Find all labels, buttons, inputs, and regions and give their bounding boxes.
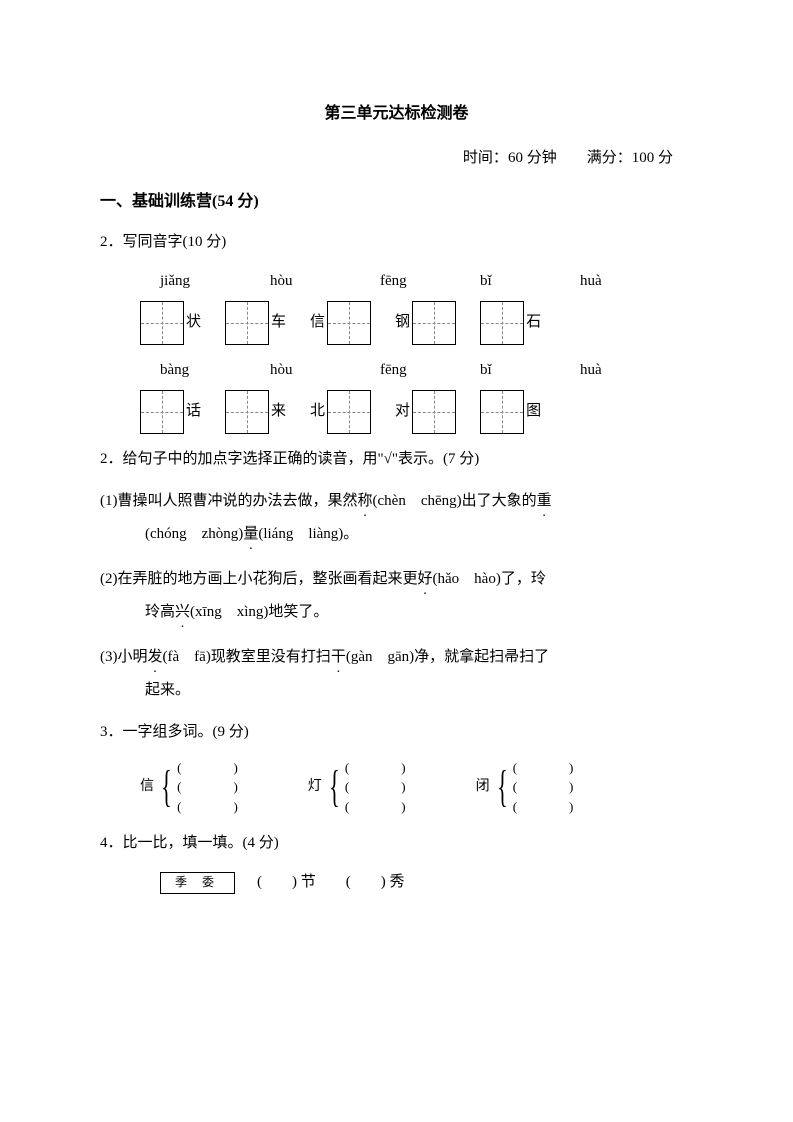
box-label: 状 — [186, 309, 201, 336]
question-3-label: 3．一字组多词。(9 分) — [100, 719, 693, 746]
time-value: 60 分钟 — [508, 150, 557, 166]
question-2-label: 2．给句子中的加点字选择正确的读音，用"√"表示。(7 分) — [100, 446, 693, 473]
pinyin-cell: huà — [580, 268, 660, 295]
pinyin-cell: fēng — [380, 268, 480, 295]
pinyin-cell: huà — [580, 357, 660, 384]
bracket-group: {( )( )( ) — [492, 758, 574, 817]
tian-box[interactable] — [480, 301, 524, 345]
box-group: 钢 — [395, 301, 480, 345]
sub-question-1: (1)曹操叫人照曹冲说的办法去做，果然称(chèn chēng)出了大象的重 (… — [100, 485, 693, 551]
word-group: 信 {( )( )( ) — [140, 758, 238, 817]
question-4-label: 4．比一比，填一填。(4 分) — [100, 830, 693, 857]
tian-box[interactable] — [140, 390, 184, 434]
box-label: 图 — [526, 398, 541, 425]
word-char: 信 — [140, 774, 154, 799]
meta-line: 时间：60 分钟 满分：100 分 — [100, 145, 693, 172]
bracket-group: {( )( )( ) — [324, 758, 406, 817]
tian-box[interactable] — [480, 390, 524, 434]
dotted-char: 好 — [418, 563, 433, 596]
score-label: 满分： — [587, 150, 632, 166]
pinyin-cell: hòu — [270, 268, 380, 295]
tian-box[interactable] — [225, 390, 269, 434]
time-label: 时间： — [463, 150, 508, 166]
pinyin-cell: jiǎng — [160, 268, 270, 295]
word-char: 闭 — [476, 774, 490, 799]
box-label: 钢 — [395, 309, 410, 336]
tian-box[interactable] — [140, 301, 184, 345]
sub-question-3: (3)小明发(fà fā)现教室里没有打扫干(gàn gān)净，就拿起扫帚扫了… — [100, 641, 693, 707]
sub-question-2: (2)在弄脏的地方画上小花狗后，整张画看起来更好(hǎo hào)了，玲 玲高兴… — [100, 563, 693, 629]
blank[interactable]: ( ) — [513, 797, 574, 817]
box-group: 石 — [480, 301, 565, 345]
text: 起来。 — [145, 682, 190, 698]
box-label: 石 — [526, 309, 541, 336]
pinyin-row-2: bàng hòu fēng bǐ huà — [100, 357, 693, 384]
box-label: 来 — [271, 398, 286, 425]
box-group: 话 — [140, 390, 225, 434]
box-label: 北 — [310, 398, 325, 425]
pinyin-cell: bǐ — [480, 357, 580, 384]
page-title: 第三单元达标检测卷 — [100, 100, 693, 129]
tian-box[interactable] — [327, 390, 371, 434]
pinyin-cell: hòu — [270, 357, 380, 384]
compare-box: 季 委 — [160, 872, 235, 894]
compare-row: 季 委 ( ) 节 ( ) 秀 — [100, 869, 693, 896]
box-group: 图 — [480, 390, 565, 434]
tian-box[interactable] — [412, 301, 456, 345]
score-value: 100 分 — [632, 150, 673, 166]
text: (liáng liàng)。 — [258, 526, 358, 542]
box-label: 对 — [395, 398, 410, 425]
text: (1)曹操叫人照曹冲说的办法去做，果然 — [100, 493, 358, 509]
box-group: 信 — [310, 301, 395, 345]
box-group: 对 — [395, 390, 480, 434]
text: (hǎo hào)了，玲 — [433, 571, 546, 587]
blank[interactable]: ( ) — [177, 777, 238, 797]
box-row-2: 话 来 北 对 图 — [100, 390, 693, 434]
tian-box[interactable] — [225, 301, 269, 345]
dotted-char: 称 — [358, 485, 373, 518]
word-group: 灯 {( )( )( ) — [308, 758, 406, 817]
blank[interactable]: ( ) — [513, 777, 574, 797]
word-group: 闭 {( )( )( ) — [476, 758, 574, 817]
blank[interactable]: ( ) — [345, 777, 406, 797]
text: (fà fā)现教室里没有打扫 — [163, 649, 331, 665]
question-1-label: 2．写同音字(10 分) — [100, 229, 693, 256]
bracket-group: {( )( )( ) — [156, 758, 238, 817]
box-label: 车 — [271, 309, 286, 336]
compare-blanks[interactable]: ( ) 节 ( ) 秀 — [257, 869, 404, 896]
blank[interactable]: ( ) — [177, 797, 238, 817]
dotted-char: 重 — [537, 485, 552, 518]
text: (xīng xìng)地笑了。 — [190, 604, 328, 620]
pinyin-row-1: jiǎng hòu fēng bǐ huà — [100, 268, 693, 295]
multi-word-row: 信 {( )( )( ) 灯 {( )( )( ) 闭 {( )( )( ) — [100, 758, 693, 817]
dotted-char: 兴 — [175, 596, 190, 629]
word-char: 灯 — [308, 774, 322, 799]
dotted-char: 量 — [243, 518, 258, 551]
pinyin-cell: bàng — [160, 357, 270, 384]
blank[interactable]: ( ) — [345, 797, 406, 817]
section-heading: 一、基础训练营(54 分) — [100, 188, 693, 217]
blank[interactable]: ( ) — [345, 758, 406, 778]
pinyin-cell: fēng — [380, 357, 480, 384]
dotted-char: 发 — [148, 641, 163, 674]
box-group: 状 — [140, 301, 225, 345]
box-group: 北 — [310, 390, 395, 434]
text: (chóng zhòng) — [145, 526, 243, 542]
tian-box[interactable] — [327, 301, 371, 345]
box-group: 车 — [225, 301, 310, 345]
text: (2)在弄脏的地方画上小花狗后，整张画看起来更 — [100, 571, 418, 587]
tian-box[interactable] — [412, 390, 456, 434]
text: (3)小明 — [100, 649, 148, 665]
box-label: 话 — [186, 398, 201, 425]
dotted-char: 干 — [331, 641, 346, 674]
box-group: 来 — [225, 390, 310, 434]
blank[interactable]: ( ) — [513, 758, 574, 778]
text: 玲高 — [145, 604, 175, 620]
blank[interactable]: ( ) — [177, 758, 238, 778]
text: (chèn chēng)出了大象的 — [373, 493, 537, 509]
box-row-1: 状 车 信 钢 石 — [100, 301, 693, 345]
pinyin-cell: bǐ — [480, 268, 580, 295]
box-label: 信 — [310, 309, 325, 336]
text: (gàn gān)净，就拿起扫帚扫了 — [346, 649, 549, 665]
